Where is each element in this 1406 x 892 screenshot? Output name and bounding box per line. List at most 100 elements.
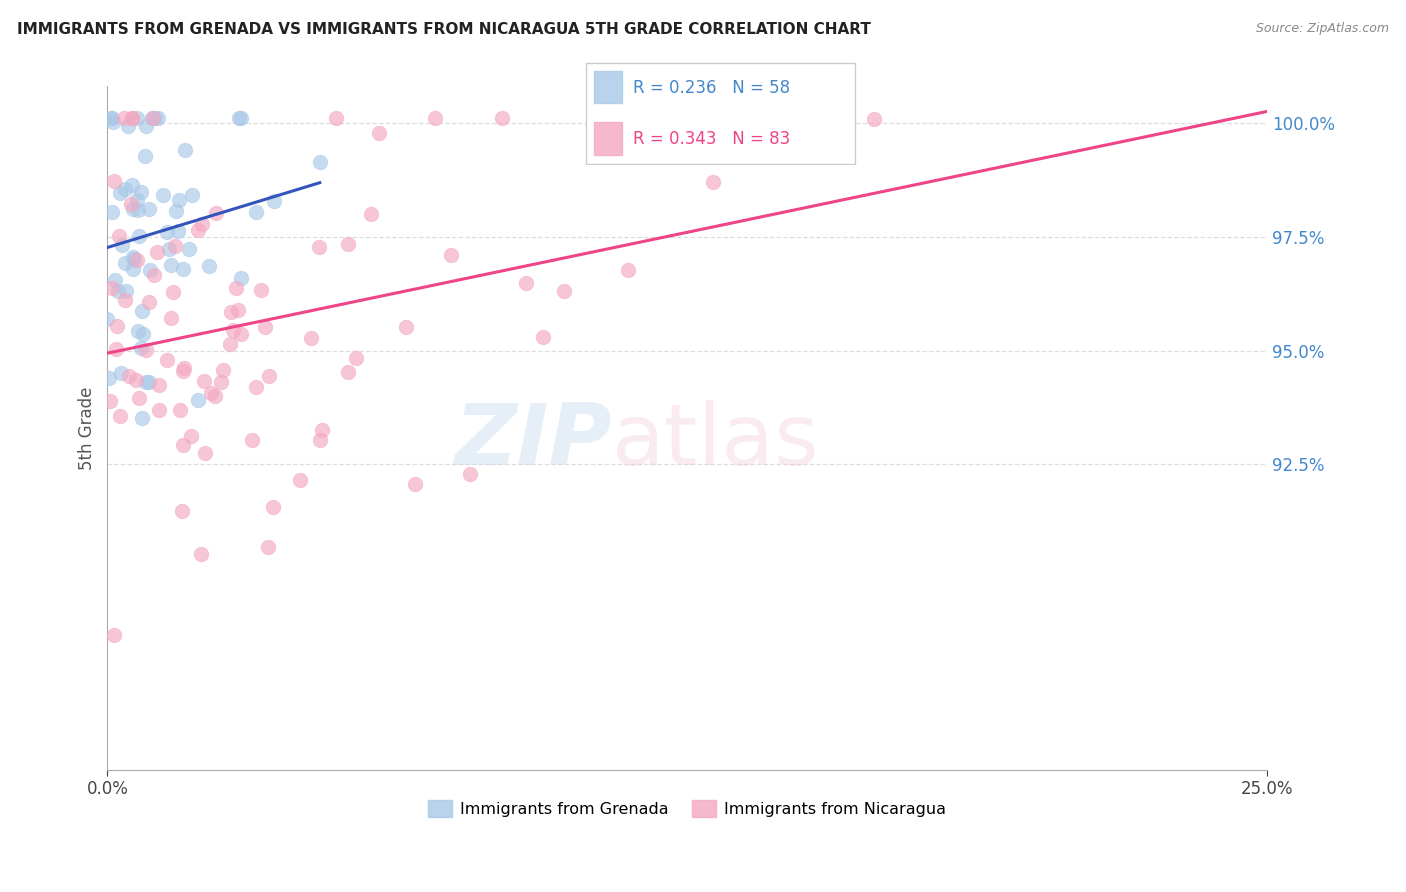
- Point: [337, 237, 360, 252]
- Text: ZIP: ZIP: [454, 401, 612, 483]
- Point: [290, 473, 312, 487]
- Point: [156, 226, 179, 240]
- Point: [103, 628, 125, 642]
- Point: [228, 112, 250, 126]
- Point: [128, 391, 150, 405]
- Point: [110, 366, 132, 380]
- Point: [157, 242, 180, 256]
- Point: [129, 185, 152, 199]
- Point: [209, 376, 232, 390]
- Point: [531, 329, 554, 343]
- Point: [101, 114, 124, 128]
- Point: [121, 112, 143, 126]
- Point: [125, 253, 148, 268]
- Point: [97, 370, 120, 384]
- Point: [440, 248, 463, 262]
- Point: [205, 206, 228, 220]
- Point: [115, 284, 138, 298]
- Point: [118, 369, 141, 384]
- FancyBboxPatch shape: [586, 63, 855, 164]
- Point: [108, 186, 131, 200]
- Point: [395, 319, 418, 334]
- Point: [344, 351, 367, 365]
- Point: [257, 369, 280, 384]
- Point: [197, 260, 219, 274]
- Point: [626, 138, 648, 153]
- FancyBboxPatch shape: [595, 122, 621, 155]
- Point: [138, 375, 160, 389]
- Legend: Immigrants from Grenada, Immigrants from Nicaragua: Immigrants from Grenada, Immigrants from…: [422, 794, 953, 823]
- Point: [111, 238, 134, 252]
- Point: [172, 438, 194, 452]
- Point: [148, 378, 170, 392]
- Text: R = 0.343   N = 83: R = 0.343 N = 83: [633, 130, 790, 148]
- Point: [167, 224, 190, 238]
- Point: [308, 154, 330, 169]
- Point: [159, 258, 181, 272]
- Point: [863, 112, 886, 126]
- Point: [240, 433, 263, 447]
- Point: [165, 204, 187, 219]
- Point: [263, 194, 285, 208]
- Point: [127, 203, 149, 218]
- Point: [148, 403, 170, 417]
- Point: [180, 429, 202, 443]
- Point: [114, 181, 136, 195]
- Point: [135, 376, 157, 390]
- Point: [173, 361, 195, 376]
- Point: [190, 547, 212, 561]
- Point: [122, 202, 145, 216]
- Point: [125, 373, 148, 387]
- Point: [105, 318, 128, 333]
- Point: [177, 242, 200, 256]
- Point: [112, 112, 135, 126]
- Point: [129, 341, 152, 355]
- Point: [515, 277, 537, 291]
- Point: [423, 112, 446, 126]
- Point: [309, 433, 332, 447]
- Point: [120, 197, 142, 211]
- Point: [122, 252, 145, 266]
- Point: [160, 310, 183, 325]
- Point: [458, 467, 481, 482]
- Point: [404, 476, 426, 491]
- Point: [257, 540, 280, 554]
- Point: [131, 303, 153, 318]
- Point: [142, 112, 165, 126]
- Point: [187, 223, 209, 237]
- Point: [491, 112, 513, 126]
- Point: [100, 205, 122, 219]
- Point: [311, 424, 333, 438]
- Text: R = 0.236   N = 58: R = 0.236 N = 58: [633, 78, 790, 96]
- Point: [104, 273, 127, 287]
- Point: [299, 331, 322, 345]
- Point: [139, 263, 162, 277]
- Point: [125, 112, 148, 126]
- Point: [101, 281, 124, 295]
- Point: [127, 324, 149, 338]
- Point: [103, 174, 125, 188]
- Point: [122, 250, 145, 264]
- Point: [180, 187, 202, 202]
- Point: [245, 380, 267, 394]
- Point: [127, 193, 149, 207]
- Point: [121, 112, 143, 126]
- Point: [173, 143, 195, 157]
- Point: [253, 320, 276, 334]
- Point: [135, 120, 157, 134]
- Point: [114, 293, 136, 307]
- Point: [104, 342, 127, 356]
- Point: [553, 284, 575, 298]
- Point: [172, 261, 194, 276]
- Point: [249, 283, 271, 297]
- Point: [108, 228, 131, 243]
- Point: [187, 393, 209, 408]
- Point: [152, 188, 174, 202]
- Point: [138, 202, 160, 216]
- Point: [226, 302, 249, 317]
- Point: [145, 244, 167, 259]
- Y-axis label: 5th Grade: 5th Grade: [79, 386, 96, 470]
- Point: [225, 281, 247, 295]
- Point: [107, 284, 129, 298]
- Point: [169, 403, 191, 417]
